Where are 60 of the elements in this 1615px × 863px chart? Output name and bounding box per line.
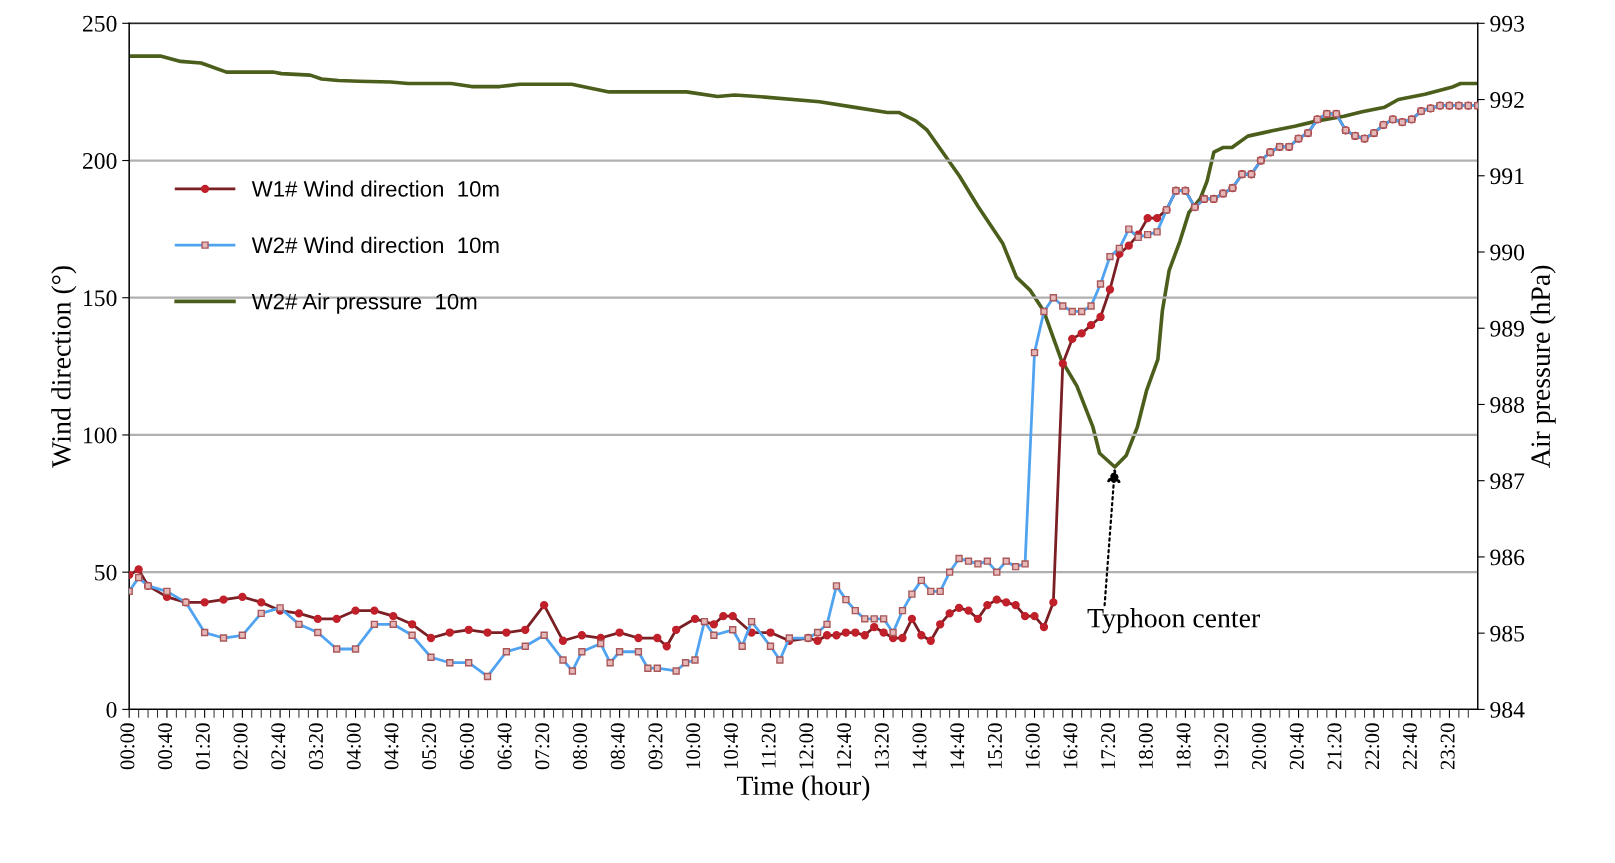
y2-tick-label: 985 [1490, 625, 1525, 642]
x-tick-label: 08:00 [573, 723, 588, 770]
x-tick-label: 21:20 [1327, 723, 1342, 770]
x-tick-label: 00:40 [158, 723, 173, 770]
y-tick-label: 250 [83, 15, 117, 32]
x-tick-label: 16:00 [1025, 723, 1040, 769]
y2-tick-label: 987 [1490, 473, 1525, 490]
annotation: Typhoon center [1087, 608, 1260, 634]
x-tick-label: 19:20 [1214, 723, 1229, 769]
x-tick-label: 20:40 [1289, 723, 1304, 770]
x-tick-label: 06:40 [497, 723, 512, 770]
x-tick-label: 22:40 [1402, 723, 1418, 770]
x-tick-label: 14:40 [950, 723, 965, 769]
x-tick-label: 20:00 [1251, 723, 1267, 770]
x-tick-label: 04:40 [384, 723, 399, 770]
x-tick-label: 01:20 [195, 723, 210, 770]
y-tick-label: 100 [84, 427, 117, 444]
x-tick-label: 12:40 [837, 723, 852, 769]
y2-tick-label: 989 [1490, 320, 1524, 337]
y-tick-label: 0 [106, 701, 117, 718]
x-tick-label: 02:40 [271, 723, 286, 770]
x-tick-label: 18:40 [1176, 723, 1191, 769]
x-tick-label: 12:00 [799, 723, 814, 769]
line-series [129, 54, 1478, 469]
x-tick-label: 13:20 [874, 723, 889, 769]
x-tick-label: 00:00 [120, 723, 135, 770]
x-tick-label: 10:00 [686, 723, 701, 769]
x-tick-label: 06:00 [459, 723, 474, 770]
x-axis-title: Time (hour) [736, 775, 870, 801]
x-tick-label: 11:20 [761, 723, 776, 768]
x-tick-label: 04:00 [346, 723, 361, 770]
x-tick-label: 18:00 [1138, 723, 1153, 769]
y2-tick-label: 984 [1490, 701, 1525, 718]
legend-label: W2# Air pressure 10m [251, 293, 477, 314]
legend-label: W1# Wind direction 10m [251, 180, 499, 197]
x-tick-label: 14:00 [912, 723, 927, 769]
x-tick-label: 10:40 [723, 723, 739, 769]
x-tick-label: 23:20 [1440, 723, 1455, 770]
x-tick-label: 16:40 [1063, 723, 1078, 769]
y-axis-title: Wind direction (°) [51, 266, 77, 468]
y2-tick-label: 992 [1490, 92, 1524, 108]
y2-tick-label: 990 [1490, 244, 1525, 261]
y-tick-label: 50 [95, 564, 117, 581]
x-tick-label: 07:20 [535, 723, 550, 770]
y-tick-label: 150 [84, 290, 117, 307]
x-tick-label: 17:20 [1101, 723, 1116, 769]
x-tick-label: 02:00 [233, 723, 248, 770]
x-tick-label: 03:20 [308, 723, 324, 770]
x-tick-label: 08:40 [610, 723, 625, 770]
y2-tick-label: 988 [1490, 396, 1525, 413]
x-tick-label: 09:20 [648, 723, 663, 770]
x-tick-label: 15:20 [987, 723, 1003, 769]
y2-tick-label: 991 [1490, 168, 1524, 185]
y-tick-label: 200 [83, 153, 117, 169]
x-tick-label: 22:00 [1365, 723, 1380, 770]
x-tick-label: 05:20 [422, 723, 437, 770]
legend-label: W2# Wind direction 10m [251, 236, 499, 254]
y2-tick-label: 993 [1490, 15, 1525, 32]
y2-axis-title: Air pressure (hPa) [1530, 265, 1556, 468]
y2-tick-label: 986 [1490, 549, 1525, 566]
